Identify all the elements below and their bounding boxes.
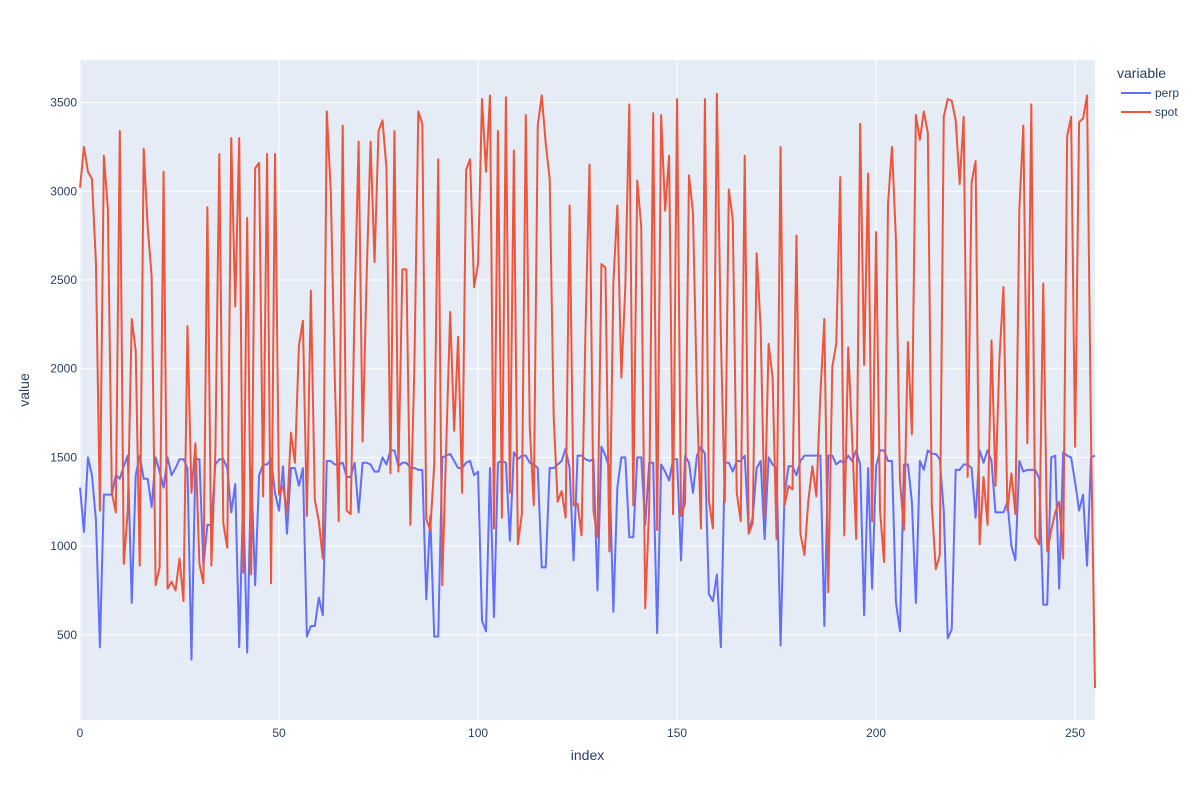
legend-label-perp[interactable]: perp — [1155, 86, 1179, 100]
series-line-perp[interactable] — [79, 445, 1096, 661]
y-tick-label: 500 — [57, 628, 77, 642]
y-tick-label: 2500 — [50, 273, 77, 287]
y-tick-label: 1500 — [50, 450, 77, 464]
x-tick-label: 250 — [1065, 726, 1085, 740]
x-tick-label: 150 — [667, 726, 687, 740]
y-tick-labels: 500 1000 1500 2000 2500 3000 3500 — [50, 96, 77, 642]
x-tick-labels: 0 50 100 150 200 250 — [77, 726, 1086, 740]
legend-label-spot[interactable]: spot — [1155, 105, 1178, 119]
y-tick-label: 3000 — [50, 184, 77, 198]
x-tick-label: 0 — [77, 726, 84, 740]
x-axis-title: index — [571, 747, 604, 763]
y-tick-label: 1000 — [50, 539, 77, 553]
legend-title: variable — [1117, 65, 1166, 81]
legend[interactable]: variable perp spot — [1117, 65, 1179, 119]
series-line-spot[interactable] — [79, 92, 1096, 689]
y-tick-label: 3500 — [50, 96, 77, 110]
y-axis-title: value — [16, 373, 32, 407]
x-tick-label: 50 — [272, 726, 286, 740]
x-tick-label: 100 — [468, 726, 488, 740]
series-lines — [79, 92, 1096, 689]
x-tick-label: 200 — [866, 726, 886, 740]
y-tick-label: 2000 — [50, 362, 77, 376]
